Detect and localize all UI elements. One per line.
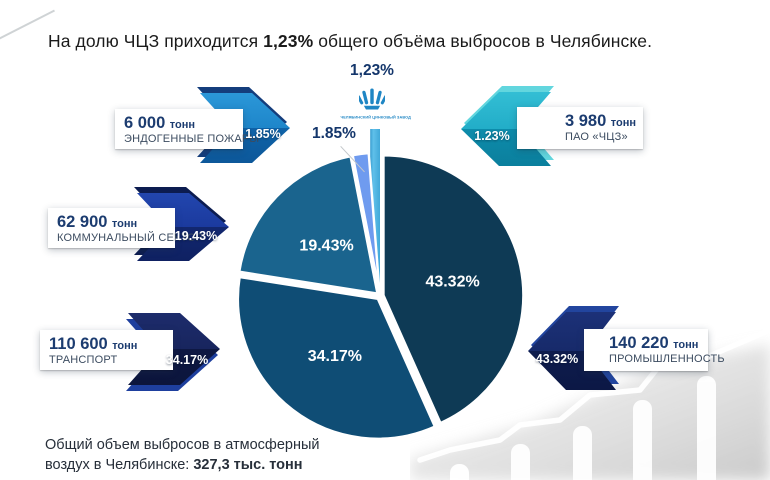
- card-fires: 6 000 тонн ЭНДОГЕННЫЕ ПОЖАРЫ: [115, 109, 260, 149]
- card-fires-unit: тонн: [169, 119, 195, 131]
- czp-logo-caption: ЧЕЛЯБИНСКИЙ ЦИНКОВЫЙ ЗАВОД: [340, 115, 411, 120]
- card-transport-label: ТРАНСПОРТ: [49, 354, 118, 366]
- total-note-value: 327,3 тыс. тонн: [193, 457, 303, 473]
- background-growth-chart-watermark: [410, 327, 770, 480]
- arrow-percent-czp: 1.23%: [474, 129, 510, 143]
- title-suffix: общего объёма выбросов в Челябинске.: [313, 31, 653, 51]
- card-communal-value: 62 900: [57, 213, 108, 231]
- pie-slice-label: 34.17%: [308, 348, 362, 365]
- pie-slice: [382, 154, 525, 425]
- czp-logo: ЧЕЛЯБИНСКИЙ ЦИНКОВЫЙ ЗАВОД: [340, 87, 411, 125]
- title-prefix: На долю ЧЦЗ приходится: [48, 31, 264, 51]
- card-czp: 3 980 тонн ПАО «ЧЦЗ»: [517, 107, 643, 149]
- card-industry-unit: тонн: [673, 339, 699, 351]
- watermark-gray-wash: [410, 344, 770, 480]
- card-industry-label: ПРОМЫШЛЕННОСТЬ: [609, 353, 725, 365]
- total-note-line2-prefix: воздух в Челябинске:: [45, 457, 194, 473]
- card-czp-label: ПАО «ЧЦЗ»: [565, 131, 628, 143]
- pie-slice: [236, 275, 437, 441]
- pie-slice-label: 19.43%: [299, 238, 353, 255]
- pie-slice-czp-exploded-column: [368, 127, 382, 297]
- arrow-percent-fires: 1.85%: [245, 127, 281, 141]
- total-emissions-note: Общий объем выбросов в атмосферный возду…: [45, 435, 320, 475]
- card-transport-unit: тонн: [112, 340, 138, 352]
- card-communal: 62 900 тонн КОММУНАЛЬНЫЙ СЕКТОР: [48, 208, 204, 248]
- card-fires-label: ЭНДОГЕННЫЕ ПОЖАРЫ: [124, 133, 260, 145]
- watermark-bars: [450, 376, 716, 480]
- card-transport: 110 600 тонн ТРАНСПОРТ: [40, 330, 173, 370]
- card-czp-unit: тонн: [610, 117, 636, 129]
- czp-crown-icon: [356, 88, 388, 110]
- card-industry: 140 220 тонн ПРОМЫШЛЕННОСТЬ: [584, 329, 725, 371]
- arrow-percent-industry: 43.32%: [535, 352, 579, 366]
- card-fires-value: 6 000: [124, 114, 166, 132]
- title-highlight-percent: 1,23%: [263, 31, 314, 51]
- card-transport-value: 110 600: [49, 335, 108, 353]
- arrow-percent-transport: 34.17%: [165, 353, 209, 367]
- fires-percent-callout: 1.85%: [312, 125, 356, 142]
- card-czp-value: 3 980: [565, 112, 607, 130]
- arrow-percent-communal: 19.43%: [174, 229, 218, 243]
- pie-slice: [237, 154, 379, 295]
- pie-slice-label: 43.32%: [425, 274, 479, 291]
- card-communal-unit: тонн: [111, 218, 138, 230]
- card-communal-label: КОММУНАЛЬНЫЙ СЕКТОР: [57, 232, 204, 244]
- czp-percent-callout: 1,23%: [350, 62, 394, 79]
- total-note-line2: воздух в Челябинске: 327,3 тыс. тонн: [45, 455, 320, 475]
- page-title: На долю ЧЦЗ приходится 1,23% общего объё…: [48, 31, 652, 52]
- total-note-line1: Общий объем выбросов в атмосферный: [45, 437, 320, 453]
- card-industry-value: 140 220: [609, 334, 669, 352]
